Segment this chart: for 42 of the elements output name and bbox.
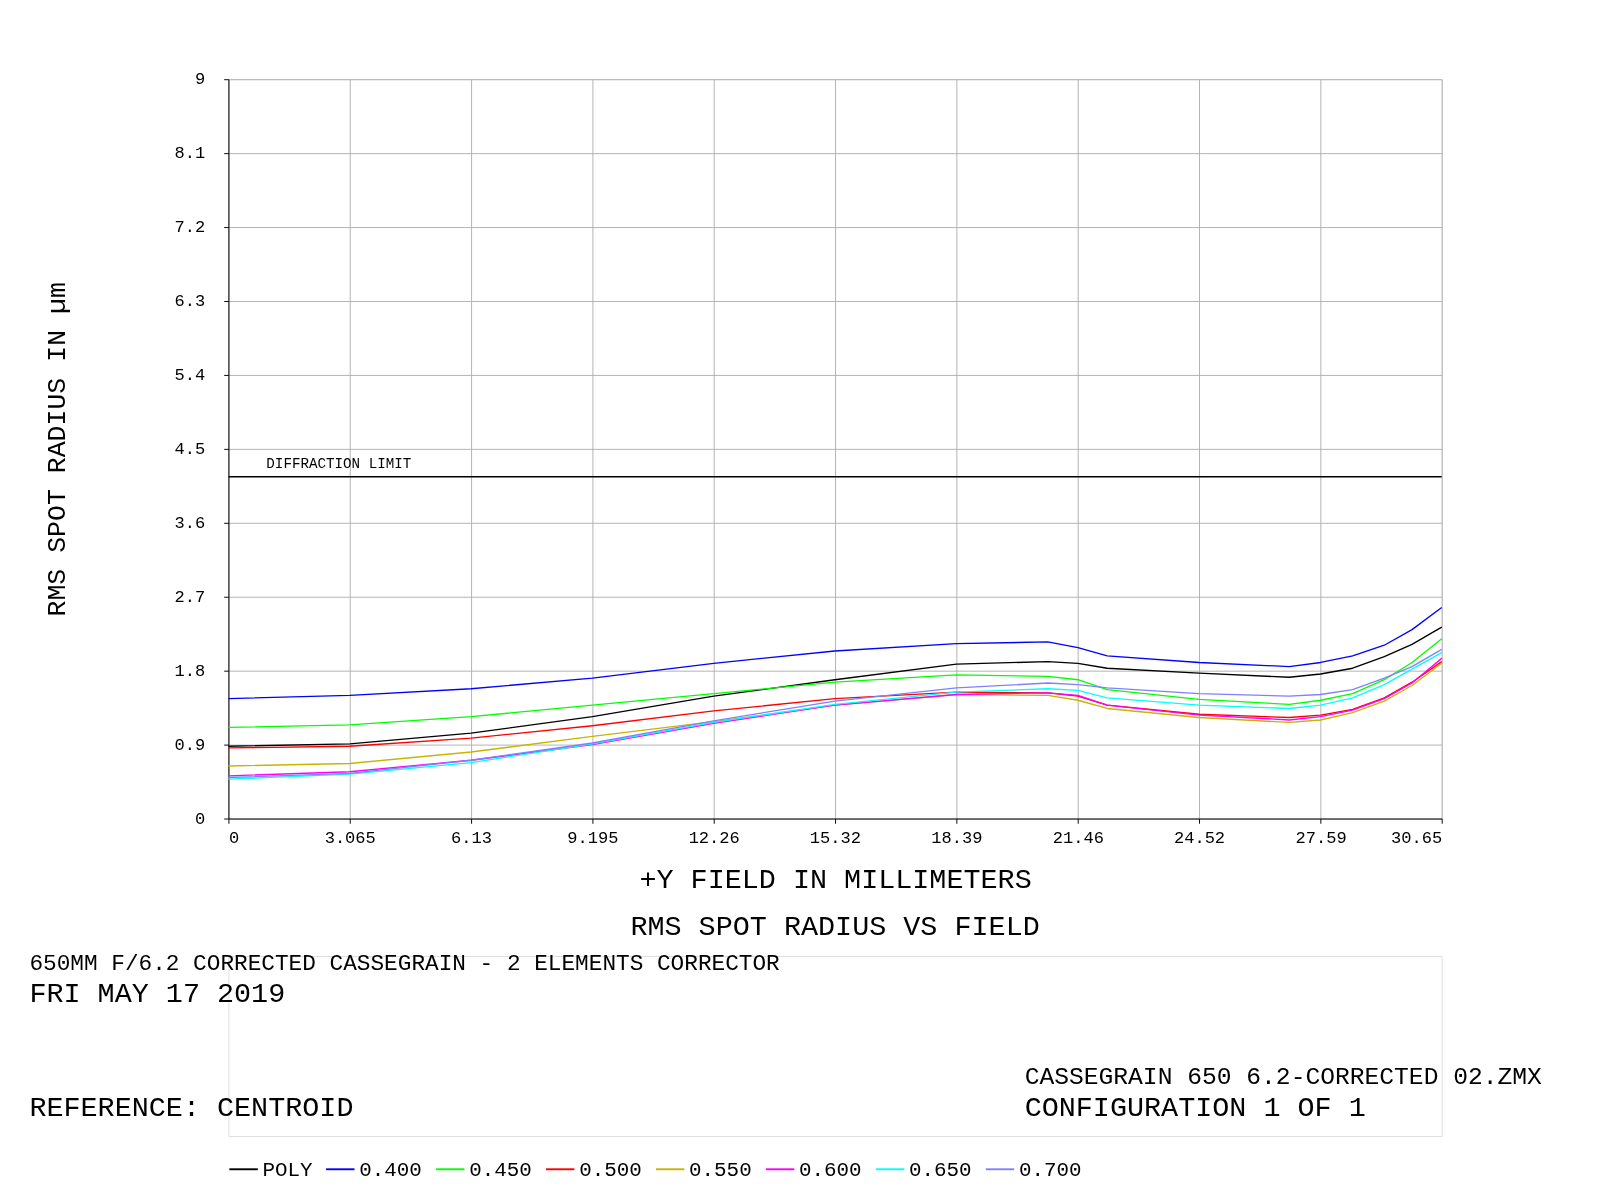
x-tick-label: 12.26 [688,828,740,848]
legend-label: 0.550 [689,1158,752,1182]
text: REFERENCE: CENTROID [29,1092,354,1126]
y-tick-label: 0.9 [174,735,206,755]
x-tick-label: 3.065 [324,828,376,848]
x-axis-title: +Y FIELD IN MILLIMETERS [639,864,1032,898]
legend-label: 0.500 [579,1158,642,1182]
ref-line-label: DIFFRACTION LIMIT [266,456,412,473]
x-tick-label: 9.195 [567,828,619,848]
legend-label: POLY [262,1158,314,1182]
text: RMS SPOT RADIUS VS FIELD [630,911,1040,945]
x-tick-label: 21.46 [1052,828,1104,848]
x-tick-label: 18.39 [931,828,983,848]
x-tick-label: 30.65 [1391,828,1443,848]
y-axis-title: RMS SPOT RADIUS IN µm [42,282,73,617]
legend-label: 0.450 [469,1158,532,1182]
y-tick-label: 1.8 [174,661,206,681]
text: 650MM F/6.2 CORRECTED CASSEGRAIN - 2 ELEMENTS CORRECTOR [29,951,781,978]
x-tick-label: 24.52 [1173,828,1226,848]
x-tick-label: 6.13 [451,828,493,848]
legend-label: 0.400 [359,1158,422,1182]
y-tick-label: 4.5 [174,440,206,460]
y-tick-label: 2.7 [174,587,206,607]
legend-label: 0.600 [799,1158,862,1182]
y-tick-label: 9 [194,70,206,90]
text: CONFIGURATION 1 OF 1 [1024,1092,1366,1126]
y-tick-label: 0 [194,809,206,829]
legend-label: 0.700 [1018,1158,1082,1182]
y-tick-label: 8.1 [174,144,206,164]
x-tick-label: 15.32 [809,828,861,848]
line-series [227,606,1443,700]
y-tick-label: 3.6 [174,514,206,534]
text: FRI MAY 17 2019 [29,978,286,1012]
y-tick-label: 6.3 [174,292,206,312]
text: CASSEGRAIN 650 6.2-CORRECTED 02.ZMX [1024,1062,1543,1091]
y-tick-label: 7.2 [174,218,206,238]
line-series [227,660,1443,749]
line-series [227,637,1443,729]
x-tick-label: 0 [228,828,240,848]
y-tick-label: 5.4 [174,366,206,386]
x-tick-label: 27.59 [1295,828,1347,848]
legend-label: 0.650 [909,1158,972,1182]
